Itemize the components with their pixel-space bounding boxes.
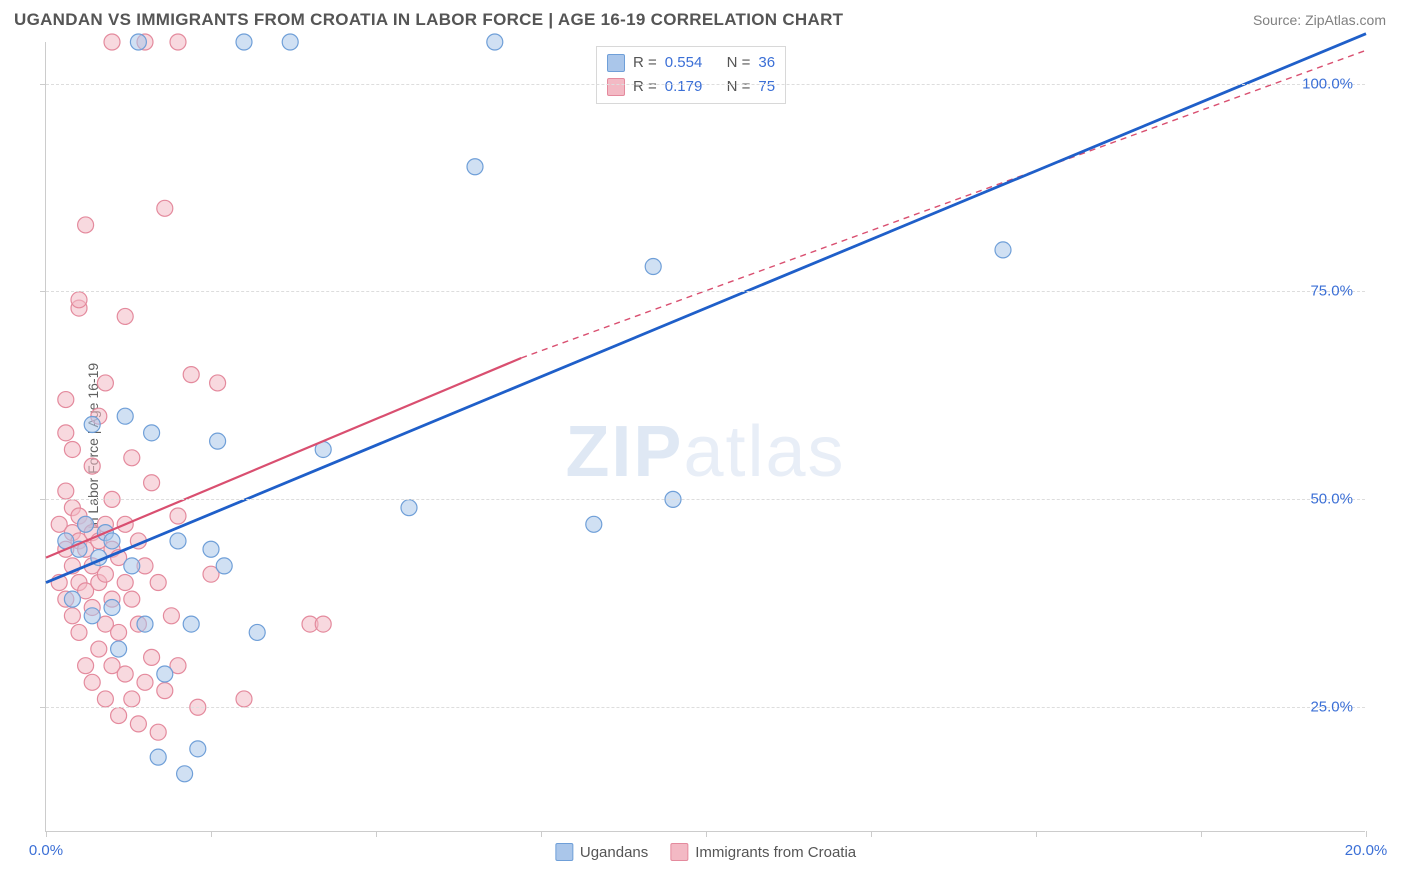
data-point	[203, 541, 219, 557]
data-point	[130, 716, 146, 732]
data-point	[282, 34, 298, 50]
data-point	[117, 308, 133, 324]
data-point	[97, 691, 113, 707]
data-point	[183, 367, 199, 383]
chart-title: UGANDAN VS IMMIGRANTS FROM CROATIA IN LA…	[14, 10, 843, 30]
data-point	[150, 724, 166, 740]
data-point	[401, 500, 417, 516]
data-point	[137, 674, 153, 690]
data-point	[645, 259, 661, 275]
data-point	[170, 533, 186, 549]
data-point	[315, 616, 331, 632]
data-point	[64, 591, 80, 607]
data-point	[170, 508, 186, 524]
data-point	[144, 649, 160, 665]
data-point	[163, 608, 179, 624]
x-tick-label: 0.0%	[29, 842, 63, 859]
data-point	[58, 483, 74, 499]
legend-row-croatia: R = 0.179 N = 75	[607, 75, 775, 99]
data-point	[64, 441, 80, 457]
data-point	[104, 599, 120, 615]
data-point	[124, 450, 140, 466]
data-point	[210, 375, 226, 391]
data-point	[104, 533, 120, 549]
data-point	[177, 766, 193, 782]
data-point	[157, 200, 173, 216]
swatch-ugandans-icon	[555, 843, 573, 861]
data-point	[117, 408, 133, 424]
scatter-svg	[46, 42, 1365, 831]
data-point	[150, 575, 166, 591]
series-legend: Ugandans Immigrants from Croatia	[555, 843, 856, 861]
data-point	[58, 425, 74, 441]
data-point	[78, 217, 94, 233]
data-point	[78, 516, 94, 532]
data-point	[64, 608, 80, 624]
data-point	[995, 242, 1011, 258]
data-point	[71, 292, 87, 308]
swatch-croatia	[607, 78, 625, 96]
data-point	[111, 708, 127, 724]
data-point	[586, 516, 602, 532]
swatch-croatia-icon	[670, 843, 688, 861]
trend-line-croatia	[46, 358, 521, 558]
data-point	[111, 641, 127, 657]
data-point	[84, 608, 100, 624]
legend-item-ugandans: Ugandans	[555, 843, 648, 861]
y-tick-label: 25.0%	[1310, 699, 1353, 716]
data-point	[130, 34, 146, 50]
y-tick-label: 100.0%	[1302, 75, 1353, 92]
data-point	[210, 433, 226, 449]
data-point	[78, 658, 94, 674]
data-point	[150, 749, 166, 765]
data-point	[249, 624, 265, 640]
x-tick-label: 20.0%	[1345, 842, 1388, 859]
data-point	[97, 566, 113, 582]
legend-item-croatia: Immigrants from Croatia	[670, 843, 856, 861]
data-point	[144, 475, 160, 491]
data-point	[216, 558, 232, 574]
data-point	[170, 34, 186, 50]
data-point	[144, 425, 160, 441]
data-point	[97, 375, 113, 391]
data-point	[467, 159, 483, 175]
y-tick-label: 50.0%	[1310, 491, 1353, 508]
legend-row-ugandans: R = 0.554 N = 36	[607, 51, 775, 75]
data-point	[236, 34, 252, 50]
data-point	[190, 741, 206, 757]
data-point	[183, 616, 199, 632]
correlation-legend: R = 0.554 N = 36 R = 0.179 N = 75	[596, 46, 786, 104]
data-point	[487, 34, 503, 50]
data-point	[157, 683, 173, 699]
data-point	[236, 691, 252, 707]
data-point	[84, 417, 100, 433]
data-point	[84, 458, 100, 474]
plot-area: ZIPatlas R = 0.554 N = 36 R = 0.179 N = …	[45, 42, 1365, 832]
data-point	[157, 666, 173, 682]
source-label: Source: ZipAtlas.com	[1253, 12, 1386, 28]
y-tick-label: 75.0%	[1310, 283, 1353, 300]
data-point	[117, 575, 133, 591]
data-point	[117, 666, 133, 682]
data-point	[84, 674, 100, 690]
data-point	[124, 558, 140, 574]
data-point	[104, 34, 120, 50]
data-point	[91, 641, 107, 657]
data-point	[137, 616, 153, 632]
data-point	[71, 624, 87, 640]
swatch-ugandans	[607, 54, 625, 72]
data-point	[58, 392, 74, 408]
data-point	[111, 624, 127, 640]
data-point	[124, 591, 140, 607]
data-point	[124, 691, 140, 707]
